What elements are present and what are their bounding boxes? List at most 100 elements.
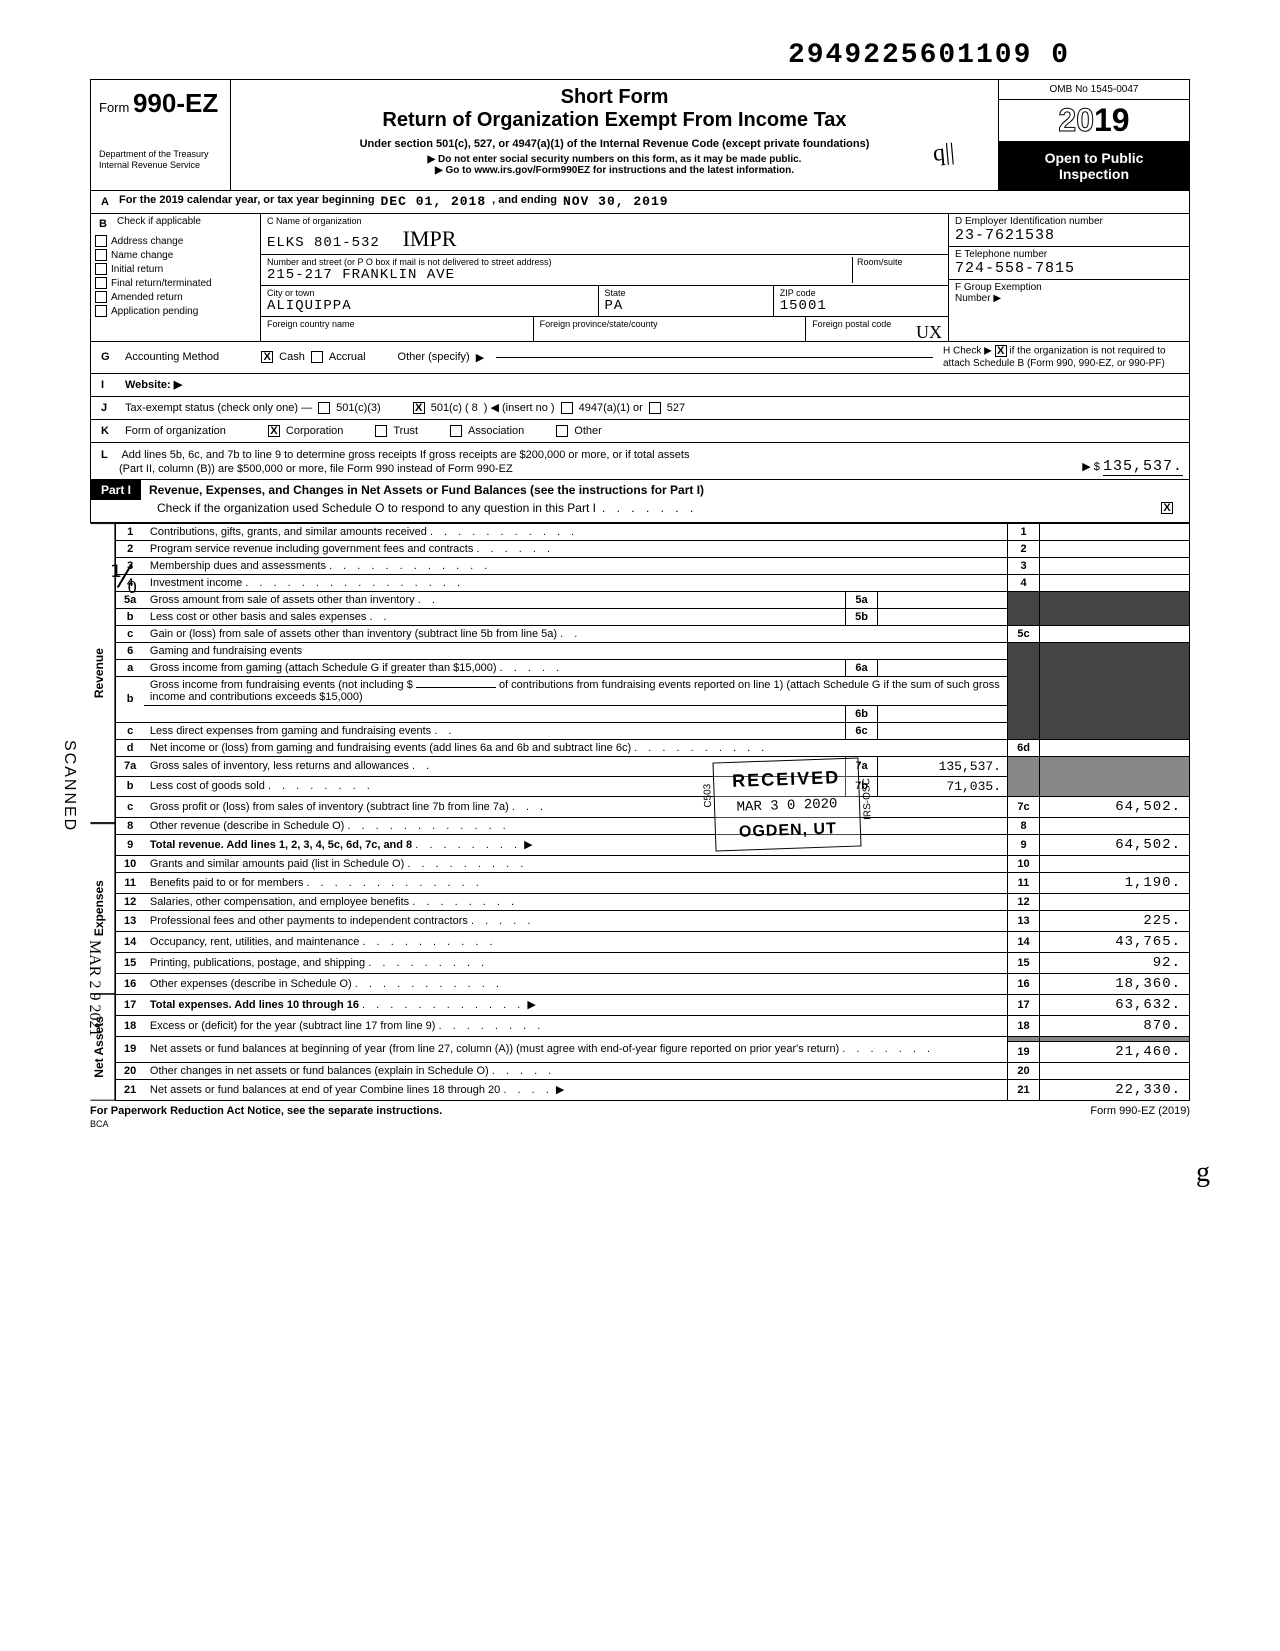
check-association[interactable] [450, 425, 462, 437]
row-k-letter: K [97, 423, 119, 439]
line-8-amt [1040, 817, 1190, 834]
check-other-org[interactable] [556, 425, 568, 437]
handwritten-initial: q|| [932, 139, 956, 168]
check-name-change[interactable] [95, 249, 107, 261]
check-schedule-o[interactable] [1161, 502, 1173, 514]
line-7b-sub: 71,035. [878, 776, 1008, 796]
short-form-label: Short Form [237, 86, 992, 109]
gross-receipts-arrow: ▶ $ [1082, 461, 1100, 473]
line-6a-sub [878, 659, 1008, 676]
check-corporation[interactable] [268, 425, 280, 437]
check-accrual[interactable] [311, 351, 323, 363]
tax-year-label: For the 2019 calendar year, or tax year … [119, 194, 375, 210]
title-box: Short Form Return of Organization Exempt… [231, 80, 999, 190]
line-l-text2: (Part II, column (B)) are $500,000 or mo… [97, 463, 513, 475]
footer-form-id: Form 990-EZ (2019) [1090, 1105, 1190, 1117]
line-14-desc: Occupancy, rent, utilities, and maintena… [150, 936, 360, 948]
label-501c3: 501(c)(3) [336, 402, 381, 414]
check-501c3[interactable] [318, 402, 330, 414]
check-amended-return[interactable] [95, 291, 107, 303]
revenue-section-label: Revenue [90, 523, 115, 823]
zip-label: ZIP code [780, 288, 942, 298]
instruction-ssn: ▶ Do not enter social security numbers o… [237, 154, 992, 165]
line-5c-amt [1040, 625, 1190, 642]
dept-irs: Internal Revenue Service [99, 160, 222, 171]
part-1-label: Part I [91, 480, 141, 500]
label-association: Association [468, 425, 524, 437]
line-12-desc: Salaries, other compensation, and employ… [150, 896, 409, 908]
line-8-desc: Other revenue (describe in Schedule O) [150, 820, 344, 832]
check-schedule-b[interactable] [995, 345, 1007, 357]
line-6d-amt [1040, 739, 1190, 756]
tax-year-begin: DEC 01, 2018 [375, 194, 493, 210]
scanned-stamp: SCANNED [60, 740, 78, 832]
line-20-amt [1040, 1062, 1190, 1079]
line-11-amt: 1,190. [1040, 872, 1190, 893]
street-value: 215-217 FRANKLIN AVE [267, 267, 852, 283]
part-1-title: Revenue, Expenses, and Changes in Net As… [149, 483, 1181, 497]
irs-osc-label: IRS-OSC [861, 778, 873, 820]
row-j-letter: J [97, 400, 119, 416]
line-1-desc: Contributions, gifts, grants, and simila… [150, 526, 427, 538]
check-cash[interactable] [261, 351, 273, 363]
line-14-amt: 43,765. [1040, 931, 1190, 952]
row-b-letter: B [95, 216, 117, 232]
check-527[interactable] [649, 402, 661, 414]
bca-label: BCA [90, 1119, 1190, 1129]
line-20-desc: Other changes in net assets or fund bala… [150, 1065, 489, 1077]
line-2-desc: Program service revenue including govern… [150, 543, 473, 555]
check-trust[interactable] [375, 425, 387, 437]
tax-exempt-label: Tax-exempt status (check only one) — [125, 402, 312, 414]
form-number: 990-EZ [133, 88, 218, 118]
line-19-desc: Net assets or fund balances at beginning… [150, 1043, 839, 1055]
check-501c[interactable] [413, 402, 425, 414]
label-application-pending: Application pending [111, 306, 198, 317]
netassets-section-label: Net Assets [90, 994, 115, 1101]
check-initial-return[interactable] [95, 263, 107, 275]
line-l-text1: Add lines 5b, 6c, and 7b to line 9 to de… [121, 449, 689, 461]
check-address-change[interactable] [95, 235, 107, 247]
document-id: 2949225601109 0 [90, 40, 1190, 71]
state-value: PA [605, 298, 767, 314]
website-label: Website: ▶ [125, 378, 182, 391]
check-application-pending[interactable] [95, 305, 107, 317]
line-4-desc: Investment income [150, 577, 242, 589]
check-4947[interactable] [561, 402, 573, 414]
org-name-label: C Name of organization [267, 216, 942, 226]
expenses-section-label: Expenses [90, 823, 115, 994]
line-13-desc: Professional fees and other payments to … [150, 915, 468, 927]
line-12-amt [1040, 893, 1190, 910]
line-6d-desc: Net income or (loss) from gaming and fun… [150, 742, 631, 754]
tax-year: 2019 [999, 100, 1189, 142]
org-name-handwritten: IMPR [403, 226, 457, 251]
room-label: Room/suite [857, 257, 942, 267]
line-6a-desc: Gross income from gaming (attach Schedul… [150, 662, 497, 674]
c503-label: C503 [702, 783, 714, 807]
check-applicable-label: Check if applicable [117, 216, 201, 232]
line-10-amt [1040, 855, 1190, 872]
subtitle: Under section 501(c), 527, or 4947(a)(1)… [237, 138, 992, 150]
line-16-amt: 18,360. [1040, 973, 1190, 994]
sched-o-text: Check if the organization used Schedule … [157, 501, 596, 515]
line-2-amt [1040, 540, 1190, 557]
line-5a-sub [878, 591, 1008, 608]
org-name: ELKS 801-532 [267, 235, 380, 251]
line-18-desc: Excess or (deficit) for the year (subtra… [150, 1020, 436, 1032]
line-1-amt [1040, 523, 1190, 540]
check-final-return[interactable] [95, 277, 107, 289]
label-501c: 501(c) ( 8 [431, 402, 478, 414]
tax-year-end: NOV 30, 2019 [557, 194, 675, 210]
label-other-method: Other (specify) [398, 351, 470, 363]
zip-value: 15001 [780, 298, 942, 314]
group-number-label: Number ▶ [955, 293, 1183, 304]
label-4947: 4947(a)(1) or [579, 402, 643, 414]
phone-label: E Telephone number [955, 249, 1183, 260]
row-l-letter: L [97, 447, 119, 463]
form-org-label: Form of organization [125, 425, 226, 437]
group-exemption-label: F Group Exemption [955, 282, 1183, 293]
open-to-public: Open to Public Inspection [999, 142, 1189, 190]
label-amended-return: Amended return [111, 292, 183, 303]
line-6b-desc-1: Gross income from fundraising events (no… [150, 679, 413, 691]
line-6c-desc: Less direct expenses from gaming and fun… [150, 725, 431, 737]
line-5c-desc: Gain or (loss) from sale of assets other… [150, 628, 557, 640]
